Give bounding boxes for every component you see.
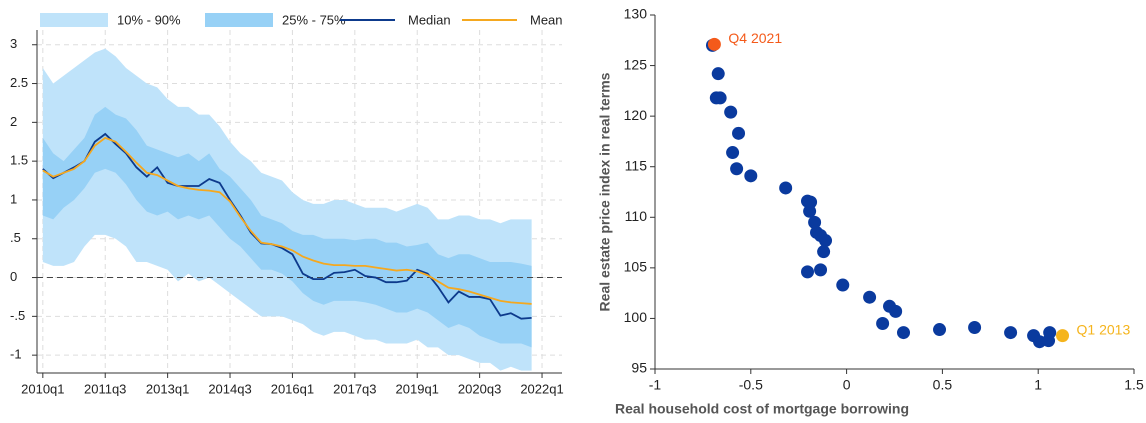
y-axis-title: Real estate price index in real terms — [597, 72, 613, 311]
point — [803, 204, 817, 218]
legend-label: 10% - 90% — [117, 12, 181, 27]
y-tick-label: 115 — [625, 157, 648, 173]
y-tick-label: 3 — [10, 36, 17, 51]
x-tick-label: 0 — [843, 377, 851, 393]
y-tick-label: 1 — [10, 191, 17, 206]
point — [1043, 326, 1057, 340]
y-tick-label: 2 — [10, 114, 17, 129]
line — [42, 132, 532, 320]
x-tick-label: 2022q1 — [520, 381, 563, 396]
point — [726, 146, 740, 160]
highlight-point — [707, 37, 721, 51]
point — [863, 290, 877, 304]
x-tick-label: 2020q3 — [458, 381, 501, 396]
point — [817, 245, 831, 259]
point — [819, 234, 833, 248]
y-tick-label: 0 — [10, 269, 17, 284]
point — [933, 323, 947, 337]
x-tick-label: 2016q1 — [271, 381, 314, 396]
point — [713, 91, 727, 105]
x-tick-label: 2011q3 — [84, 381, 126, 396]
x-tick-label: 2010q1 — [21, 381, 64, 396]
point — [744, 169, 758, 183]
y-tick-label: 125 — [624, 56, 648, 72]
y-tick-label: 100 — [624, 309, 648, 325]
point — [897, 326, 911, 340]
highlight-label: Q1 2013 — [1077, 321, 1131, 337]
y-tick-label: 95 — [631, 360, 647, 376]
point — [732, 126, 746, 140]
legend-swatch — [205, 13, 273, 27]
x-tick-label: -1 — [649, 377, 662, 393]
point — [724, 105, 738, 119]
y-tick-label: -1 — [10, 347, 22, 362]
x-tick-label: 2017q3 — [333, 381, 376, 396]
legend-label: Median — [408, 12, 451, 27]
highlight-label: Q4 2021 — [728, 30, 782, 46]
x-tick-label: 2013q1 — [146, 381, 189, 396]
point — [889, 304, 903, 318]
y-tick-label: 110 — [625, 208, 648, 224]
y-tick-label: 105 — [624, 259, 648, 275]
x-tick-label: 2019q1 — [396, 381, 439, 396]
y-tick-label: 2.5 — [10, 75, 28, 90]
point — [876, 316, 890, 330]
x-tick-label: 2014q3 — [208, 381, 251, 396]
y-tick-label: .5 — [10, 230, 21, 245]
x-tick-label: -0.5 — [739, 377, 763, 393]
point — [801, 265, 815, 279]
point — [836, 278, 850, 292]
point — [814, 263, 828, 277]
x-tick-label: 0.5 — [933, 377, 953, 393]
x-axis-title: Real household cost of mortgage borrowin… — [615, 401, 909, 417]
point — [968, 321, 982, 335]
point — [730, 162, 744, 176]
highlight-point — [1056, 329, 1070, 343]
legend-label: Mean — [530, 12, 563, 27]
y-tick-label: -.5 — [10, 308, 25, 323]
band — [42, 106, 532, 348]
legend-swatch — [40, 13, 108, 27]
legend-label: 25% - 75% — [282, 12, 346, 27]
y-tick-label: 120 — [624, 107, 648, 123]
point — [1004, 326, 1018, 340]
line — [42, 136, 532, 305]
point — [711, 67, 725, 81]
x-tick-label: 1 — [1034, 377, 1042, 393]
point — [808, 215, 822, 229]
y-tick-label: 130 — [624, 6, 648, 22]
y-tick-label: 1.5 — [10, 153, 28, 168]
point — [779, 181, 793, 195]
x-tick-label: 1.5 — [1124, 377, 1144, 393]
